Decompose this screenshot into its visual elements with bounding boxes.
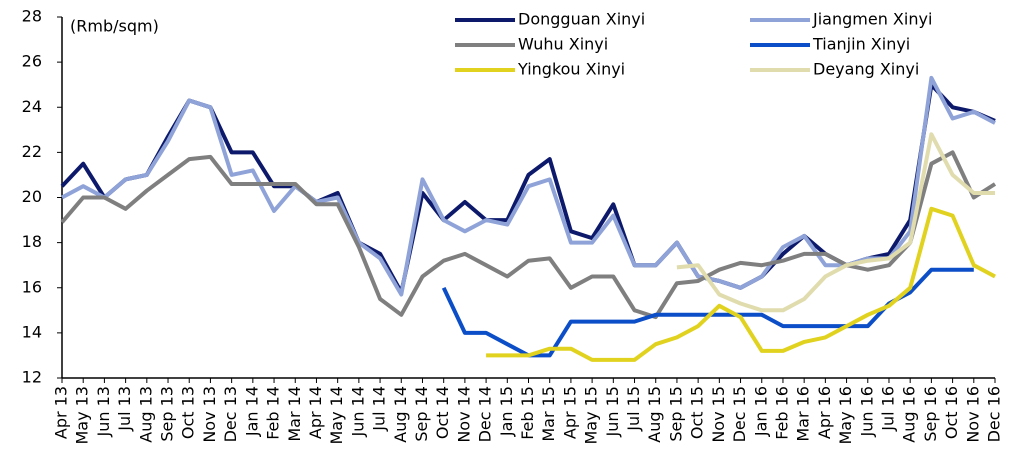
x-tick-label: Oct 14 (433, 386, 452, 439)
x-tick-label: Sep 15 (666, 386, 685, 442)
legend-label: Tianjin Xinyi (812, 35, 910, 54)
x-tick-label: Aug 14 (391, 386, 410, 443)
y-tick-label: 14 (22, 322, 42, 341)
x-tick-label: Jun 14 (348, 386, 367, 437)
y-tick-label: 26 (22, 52, 42, 71)
x-tick-label: Feb 14 (264, 386, 283, 440)
x-tick-label: Sep 14 (412, 386, 431, 442)
series-line (61, 75, 996, 297)
series-line (60, 150, 997, 320)
x-tick-label: Apr 15 (560, 386, 579, 439)
x-tick-label: Nov 13 (200, 386, 219, 443)
x-tick-label: Jun 15 (603, 386, 622, 437)
x-tick-label: Sep 16 (921, 386, 940, 442)
x-tick-label: Dec 15 (730, 386, 749, 442)
x-tick-label: Mar 14 (285, 386, 304, 442)
y-tick-label: 18 (22, 232, 42, 251)
x-tick-label: May 15 (582, 386, 601, 445)
x-tick-label: Oct 15 (688, 386, 707, 439)
y-tick-label: 24 (22, 97, 42, 116)
x-tick-label: Jun 16 (857, 386, 876, 437)
y-tick-label: 20 (22, 187, 42, 206)
x-tick-label: Dec 13 (221, 386, 240, 442)
y-tick-label: 12 (22, 368, 42, 387)
x-tick-label: Jul 16 (878, 386, 897, 432)
x-tick-label: Jan 15 (497, 386, 516, 437)
x-tick-label: Oct 16 (942, 386, 961, 439)
x-tick-label: Jan 16 (751, 386, 770, 437)
x-tick-label: Aug 15 (645, 386, 664, 443)
x-tick-label: Aug 13 (136, 386, 155, 443)
x-tick-label: Jul 13 (115, 386, 134, 432)
x-tick-label: Nov 16 (963, 386, 982, 443)
x-tick-label: Dec 14 (476, 386, 495, 442)
x-tick-label: Sep 13 (158, 386, 177, 442)
legend-label: Deyang Xinyi (813, 60, 919, 79)
x-tick-label: Jul 15 (624, 386, 643, 432)
x-tick-label: Apr 16 (815, 386, 834, 439)
x-tick-label: May 14 (327, 386, 346, 445)
y-tick-label: 28 (22, 7, 42, 26)
x-tick-label: Feb 15 (518, 386, 537, 440)
x-tick-label: Oct 13 (179, 386, 198, 439)
x-tick-label: Aug 16 (900, 386, 919, 443)
legend-label: Jiangmen Xinyi (812, 10, 932, 29)
x-tick-label: Nov 14 (454, 386, 473, 443)
x-tick-label: Dec 16 (985, 386, 1004, 442)
series-line (486, 206, 996, 362)
x-tick-label: Mar 15 (539, 386, 558, 442)
x-tick-label: May 13 (73, 386, 92, 445)
legend-label: Wuhu Xinyi (518, 35, 608, 54)
x-tick-label: Apr 14 (306, 386, 325, 439)
x-tick-label: May 16 (836, 386, 855, 445)
y-axis-label: (Rmb/sqm) (70, 17, 159, 36)
legend-label: Dongguan Xinyi (518, 10, 645, 29)
y-tick-label: 16 (22, 277, 42, 296)
x-tick-label: Feb 16 (772, 386, 791, 440)
x-tick-label: Mar 16 (794, 386, 813, 442)
x-tick-label: Apr 13 (52, 386, 71, 439)
x-tick-label: Jan 14 (242, 386, 261, 437)
x-tick-label: Nov 15 (709, 386, 728, 443)
x-tick-label: Jun 13 (94, 386, 113, 437)
y-tick-label: 22 (22, 142, 42, 161)
x-tick-label: Jul 14 (370, 386, 389, 432)
legend-label: Yingkou Xinyi (517, 60, 625, 79)
series-line (676, 132, 995, 313)
